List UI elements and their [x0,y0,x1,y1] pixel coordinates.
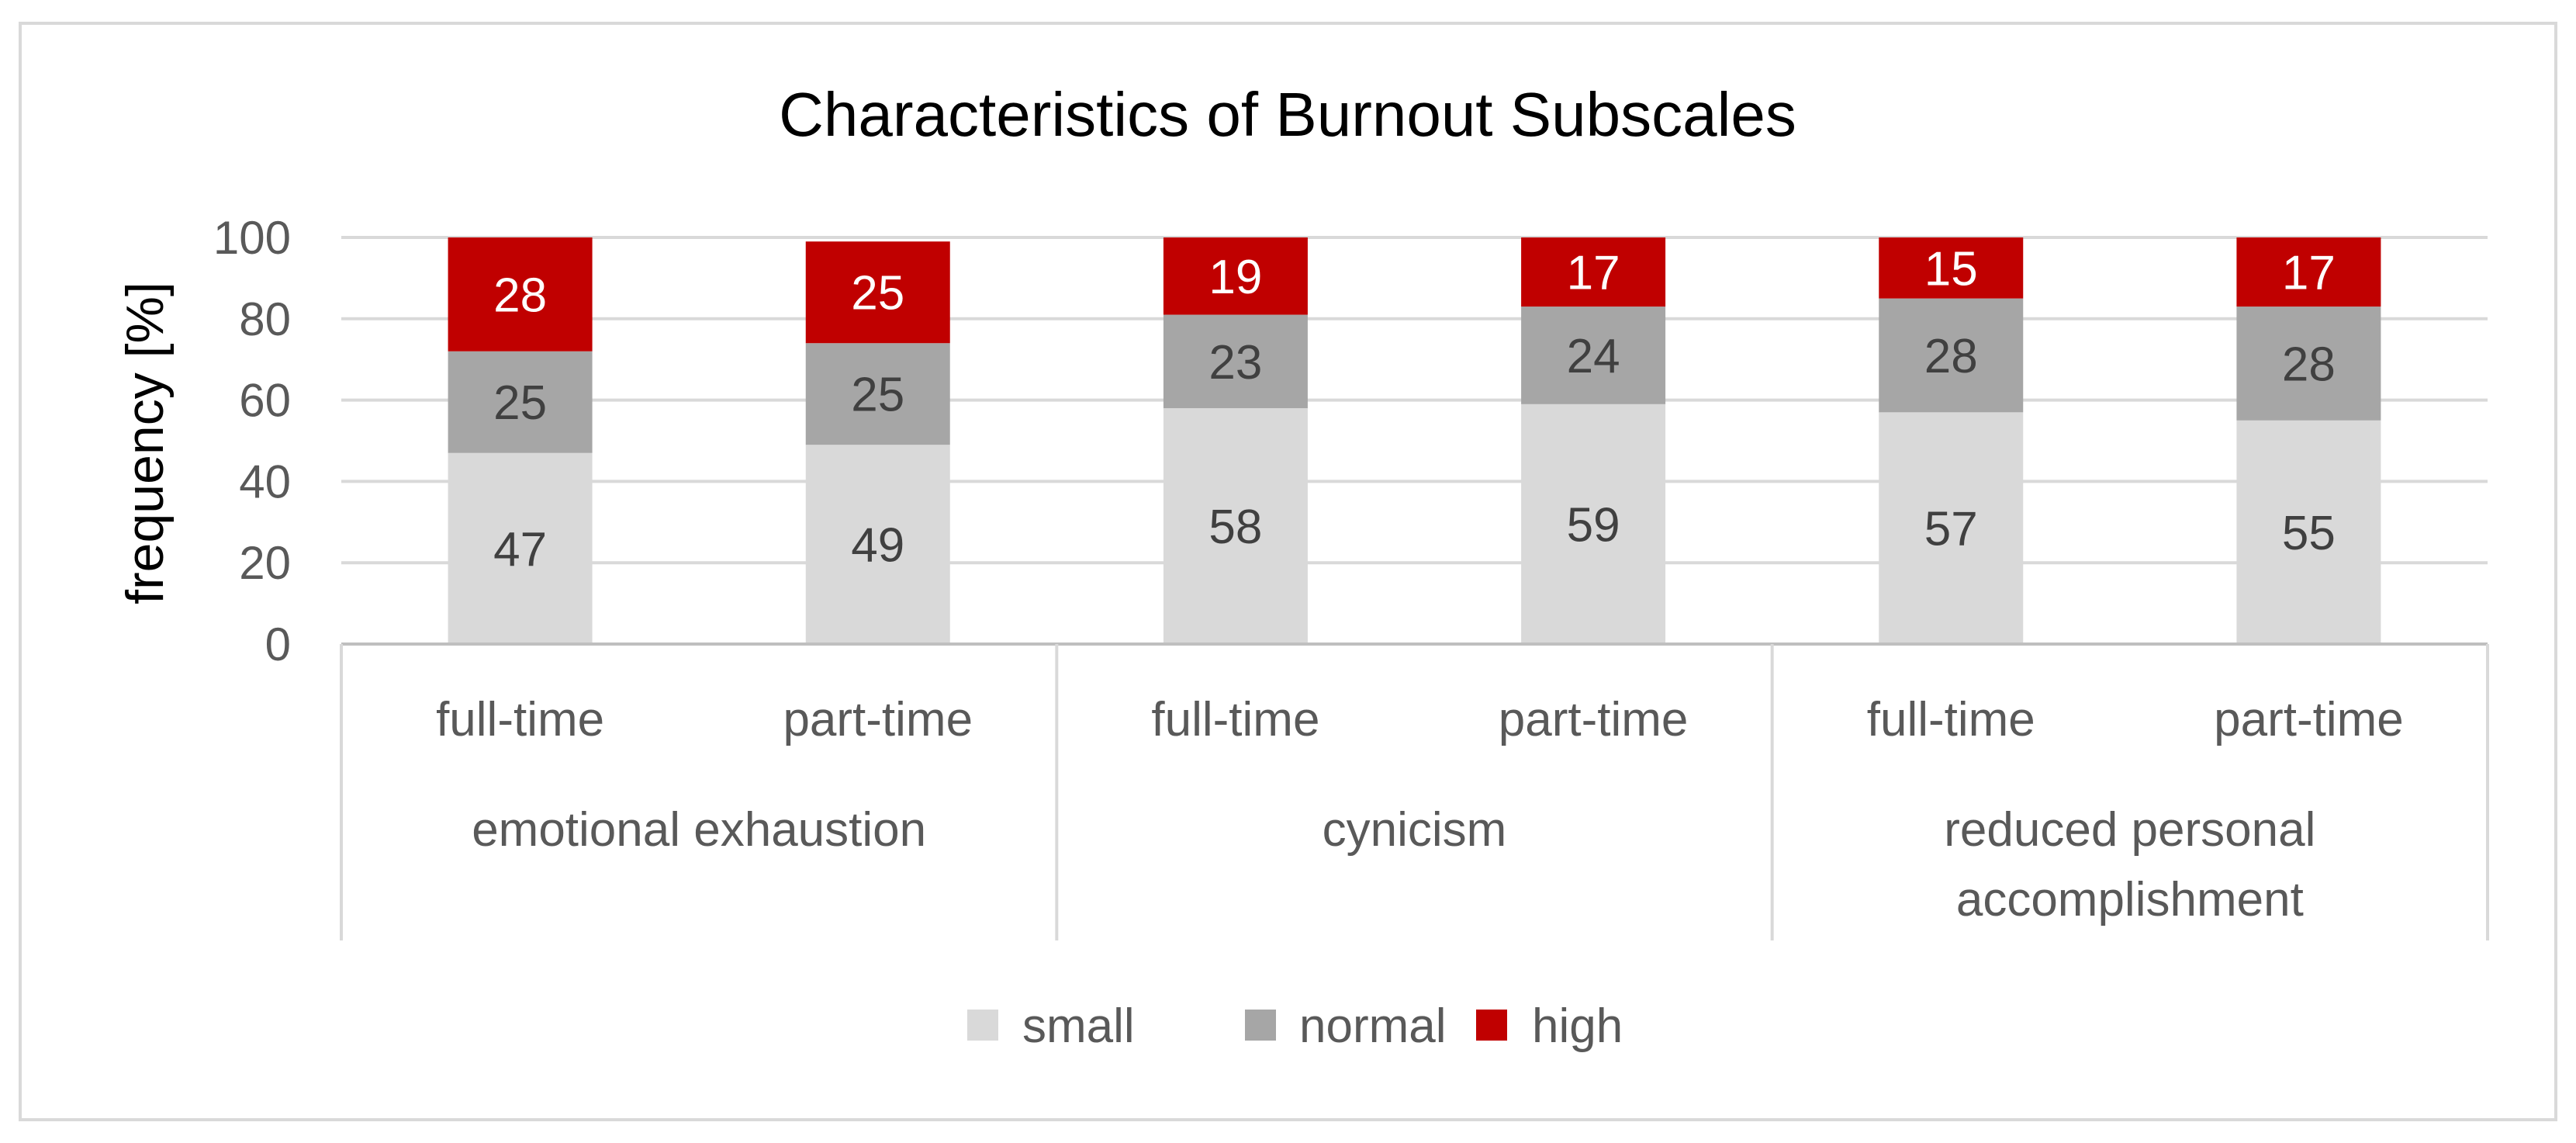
gridlines [341,236,2488,565]
chart-title: Characteristics of Burnout Subscales [779,80,1796,149]
x-group-label: emotional exhaustion [472,803,926,857]
data-label: 57 [1924,503,1978,556]
data-label: 15 [1924,242,1978,296]
bar-segment-small [805,445,950,644]
data-label: 25 [851,267,904,320]
x-category-label: part-time [1499,693,1689,746]
data-label: 28 [1924,330,1978,383]
bar-segment-normal [1163,314,1308,409]
legend-swatch-small [967,1010,998,1041]
x-group-label: reduced personal [1944,803,2315,857]
bar-segment-high [805,241,950,344]
data-label: 25 [493,376,547,430]
data-label: 28 [2282,338,2336,391]
legend-label-high: high [1532,999,1623,1053]
data-label: 23 [1208,336,1262,390]
x-category-label: part-time [2214,693,2404,746]
x-category-label: full-time [1151,693,1319,746]
data-label: 17 [2282,247,2336,300]
x-category-label: full-time [1867,693,2035,746]
data-label: 47 [493,523,547,577]
data-label: 59 [1567,498,1620,552]
data-label: 17 [1567,247,1620,300]
bar-segment-high [1521,237,1666,307]
legend-label-normal: normal [1299,999,1447,1053]
legend-label-small: small [1022,999,1135,1053]
bar-segment-normal [805,343,950,445]
bar-segment-normal [1521,307,1666,404]
data-label: 49 [851,519,904,573]
bar-segment-normal [1879,298,2024,413]
bar-segment-small [2236,420,2381,644]
y-tick-label: 100 [213,212,291,264]
x-category-label: part-time [783,693,973,746]
bar-segment-high [1879,237,2024,299]
bar-segment-high [2236,237,2381,307]
y-tick-label: 80 [239,293,291,345]
x-category-label: full-time [436,693,604,746]
y-tick-label: 0 [265,618,291,670]
data-label: 28 [493,268,547,322]
data-label: 58 [1208,500,1262,554]
y-tick-label: 20 [239,537,291,589]
bar-segment-normal [2236,307,2381,421]
y-axis-title: frequency [%] [116,282,175,604]
x-group-label: accomplishment [1956,873,2304,927]
bar-segment-small [1879,412,2024,644]
data-label: 55 [2282,507,2336,560]
axes: 0 20 40 60 80 100 full-time part-time emotional … [213,212,2489,940]
bar-segment-normal [448,351,593,453]
data-label: 19 [1208,251,1262,304]
x-group-label: cynicism [1323,803,1507,857]
legend-swatch-normal [1245,1010,1276,1041]
bar-segment-high [1163,237,1308,315]
bar-segment-small [1521,404,1666,644]
data-label: 25 [851,369,904,422]
legend: small normal high [967,999,1623,1053]
y-tick-label: 60 [239,375,291,427]
bars: 47 25 28 49 25 25 58 23 19 59 24 17 57 28 15 55 28 17 [448,237,2381,644]
y-tick-label: 40 [239,455,291,507]
bar-segment-small [448,452,593,644]
legend-swatch-high [1476,1010,1507,1041]
bar-segment-small [1163,408,1308,644]
bar-segment-high [448,237,593,352]
data-label: 24 [1567,330,1620,383]
